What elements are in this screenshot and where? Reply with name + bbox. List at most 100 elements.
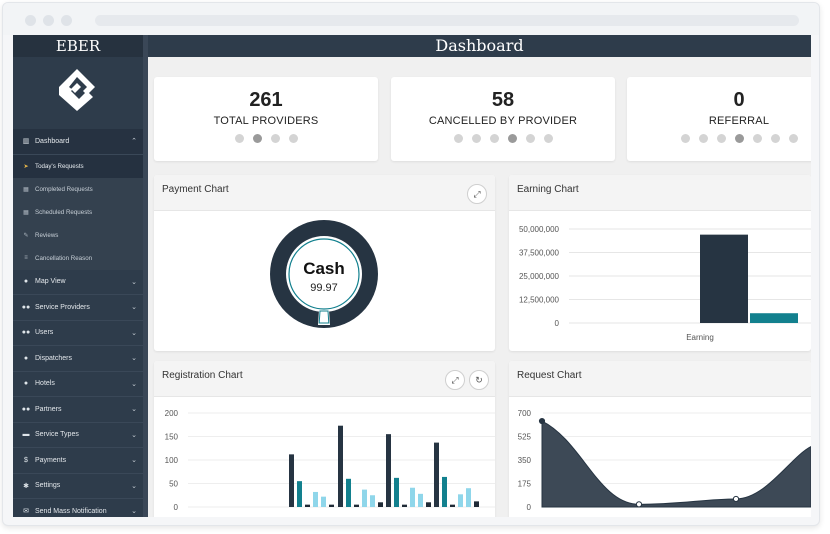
registration-bar[interactable] bbox=[474, 501, 479, 507]
carousel-dot[interactable] bbox=[270, 134, 280, 143]
carousel-dot[interactable] bbox=[716, 134, 726, 143]
y-tick-label: 37,500,000 bbox=[519, 249, 560, 258]
y-tick-label: 50,000,000 bbox=[519, 225, 560, 234]
sidebar-item-dashboard[interactable]: ▥ Dashboard ⌃ bbox=[13, 129, 143, 155]
x-category-label: Earning bbox=[686, 333, 714, 342]
chevron-down-icon: ⌄ bbox=[131, 278, 137, 286]
pie-slice-marker bbox=[318, 310, 330, 325]
registration-bar[interactable] bbox=[305, 504, 310, 507]
carousel-dot[interactable] bbox=[525, 134, 535, 143]
chevron-down-icon: ⌄ bbox=[131, 431, 137, 439]
carousel-dot[interactable] bbox=[788, 134, 798, 143]
panel-header: Earning Chart bbox=[509, 175, 811, 211]
sidebar-item-send-mass-notification[interactable]: ✉ Send Mass Notification ⌄ bbox=[13, 499, 143, 517]
pie-slice-outline bbox=[318, 310, 330, 324]
calendar-icon: ▦ bbox=[23, 186, 29, 193]
registration-bar[interactable] bbox=[321, 496, 326, 507]
carousel-dot[interactable] bbox=[543, 134, 553, 143]
request-point[interactable] bbox=[538, 417, 546, 425]
bar-chart-icon: ▥ bbox=[22, 138, 30, 146]
window-dot bbox=[61, 15, 72, 26]
carousel-dot[interactable] bbox=[680, 134, 690, 143]
carousel-dot[interactable] bbox=[489, 134, 499, 143]
carousel-dot[interactable] bbox=[770, 134, 780, 143]
sidebar-item-label: Scheduled Requests bbox=[35, 208, 93, 216]
sidebar-item-reviews[interactable]: ✎ Reviews bbox=[13, 223, 143, 247]
carousel-dot[interactable] bbox=[698, 134, 708, 143]
registration-bar[interactable] bbox=[338, 425, 343, 507]
registration-bar[interactable] bbox=[450, 504, 455, 507]
sidebar-item-label: Service Types bbox=[35, 431, 79, 439]
carousel-dot[interactable] bbox=[734, 134, 744, 143]
registration-bar[interactable] bbox=[466, 488, 471, 507]
registration-bar[interactable] bbox=[362, 489, 367, 507]
registration-chart-svg: 0 50 100 150 200 bbox=[165, 409, 495, 512]
request-point[interactable] bbox=[732, 495, 740, 503]
carousel-dot[interactable] bbox=[507, 134, 517, 143]
registration-bar[interactable] bbox=[418, 493, 423, 507]
registration-bar[interactable] bbox=[434, 442, 439, 507]
payment-chart-svg: Cash 99.97 bbox=[270, 220, 378, 328]
carousel-dots[interactable] bbox=[627, 134, 811, 143]
sidebar-item-payments[interactable]: $ Payments ⌄ bbox=[13, 448, 143, 474]
carousel-dot[interactable] bbox=[471, 134, 481, 143]
request-area bbox=[541, 420, 811, 508]
registration-bar[interactable] bbox=[354, 504, 359, 507]
registration-bar[interactable] bbox=[370, 495, 375, 507]
request-chart-panel: Request Chart 0 175 350 525 700 bbox=[509, 361, 811, 517]
chevron-down-icon: ⌄ bbox=[131, 457, 137, 464]
sidebar-item-scheduled-requests[interactable]: ▦ Scheduled Requests bbox=[13, 200, 143, 224]
window-dot bbox=[43, 15, 54, 26]
registration-bar[interactable] bbox=[378, 502, 383, 507]
registration-bar[interactable] bbox=[386, 434, 391, 507]
registration-bar[interactable] bbox=[410, 487, 415, 507]
sidebar-item-settings[interactable]: ✱ Settings ⌄ bbox=[13, 474, 143, 499]
car-icon: ▬ bbox=[22, 431, 30, 439]
registration-bar[interactable] bbox=[329, 504, 334, 507]
refresh-button[interactable]: ↻ bbox=[469, 370, 489, 390]
chevron-down-icon: ⌄ bbox=[131, 355, 137, 362]
y-tick-label: 525 bbox=[518, 433, 532, 442]
sidebar-item-hotels[interactable]: ● Hotels ⌄ bbox=[13, 372, 143, 397]
y-tick-label: 50 bbox=[169, 480, 178, 489]
carousel-dot[interactable] bbox=[288, 134, 298, 143]
stat-card-total-providers: 261 TOTAL PROVIDERS bbox=[154, 77, 378, 161]
carousel-dot[interactable] bbox=[752, 134, 762, 143]
sidebar-scrollbar[interactable] bbox=[143, 35, 148, 517]
sidebar-item-map-view[interactable]: ● Map View ⌄ bbox=[13, 270, 143, 295]
sidebar-item-label: Service Providers bbox=[35, 303, 90, 311]
carousel-dot[interactable] bbox=[234, 134, 244, 143]
y-tick-label: 700 bbox=[518, 409, 532, 418]
earning-bar[interactable] bbox=[750, 313, 798, 323]
registration-bar[interactable] bbox=[289, 454, 294, 507]
registration-bar[interactable] bbox=[426, 502, 431, 507]
sidebar-item-label: Partners bbox=[35, 405, 62, 413]
registration-bar[interactable] bbox=[442, 476, 447, 507]
carousel-dots[interactable] bbox=[391, 134, 615, 143]
sidebar-item-partners[interactable]: ●● Partners ⌄ bbox=[13, 397, 143, 423]
earning-bar[interactable] bbox=[700, 234, 748, 323]
carousel-dots[interactable] bbox=[154, 134, 378, 143]
carousel-dot[interactable] bbox=[453, 134, 463, 143]
sidebar-item-dispatchers[interactable]: ● Dispatchers ⌄ bbox=[13, 346, 143, 372]
sidebar-item-cancellation-reason[interactable]: ≡ Cancellation Reason bbox=[13, 246, 143, 270]
earning-chart-svg: 0 12,500,000 25,000,000 37,500,000 50,000,00… bbox=[519, 225, 811, 342]
expand-button[interactable]: ⤢ bbox=[467, 184, 487, 204]
registration-bar[interactable] bbox=[458, 494, 463, 507]
sidebar-item-service-types[interactable]: ▬ Service Types ⌄ bbox=[13, 423, 143, 448]
request-point[interactable] bbox=[635, 501, 643, 508]
paper-plane-icon: ➤ bbox=[23, 163, 29, 170]
expand-button[interactable]: ⤢ bbox=[445, 370, 465, 390]
address-bar[interactable] bbox=[95, 15, 799, 26]
registration-bar[interactable] bbox=[297, 481, 302, 507]
registration-bar[interactable] bbox=[394, 477, 399, 507]
eber-logo-icon bbox=[59, 69, 95, 111]
sidebar-item-completed-requests[interactable]: ▦ Completed Requests bbox=[13, 177, 143, 201]
registration-bar[interactable] bbox=[346, 478, 351, 507]
sidebar-item-service-providers[interactable]: ●● Service Providers ⌄ bbox=[13, 295, 143, 321]
sidebar-item-today-s-requests[interactable]: ➤ Today's Requests bbox=[13, 154, 143, 178]
registration-bar[interactable] bbox=[402, 504, 407, 507]
registration-bar[interactable] bbox=[313, 491, 318, 507]
carousel-dot[interactable] bbox=[252, 134, 262, 143]
sidebar-item-users[interactable]: ●● Users ⌄ bbox=[13, 321, 143, 346]
